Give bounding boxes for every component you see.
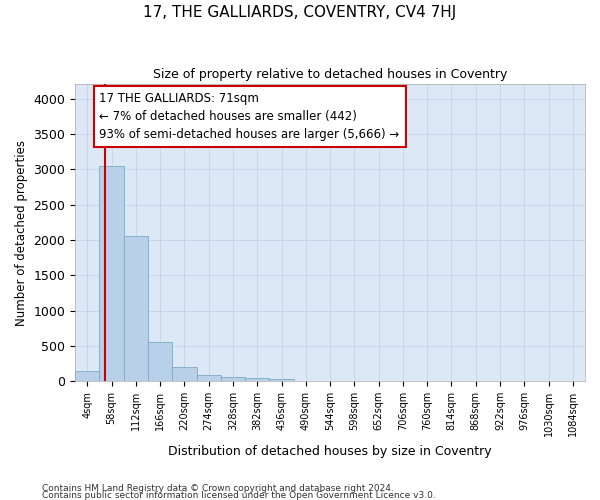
Bar <box>100 166 124 381</box>
Y-axis label: Number of detached properties: Number of detached properties <box>15 140 28 326</box>
Text: Contains public sector information licensed under the Open Government Licence v3: Contains public sector information licen… <box>42 492 436 500</box>
X-axis label: Distribution of detached houses by size in Coventry: Distribution of detached houses by size … <box>168 444 492 458</box>
Bar <box>148 342 172 381</box>
Title: Size of property relative to detached houses in Coventry: Size of property relative to detached ho… <box>153 68 507 80</box>
Bar <box>269 378 293 381</box>
Text: Contains HM Land Registry data © Crown copyright and database right 2024.: Contains HM Land Registry data © Crown c… <box>42 484 394 493</box>
Text: 17 THE GALLIARDS: 71sqm
← 7% of detached houses are smaller (442)
93% of semi-de: 17 THE GALLIARDS: 71sqm ← 7% of detached… <box>100 92 400 140</box>
Bar <box>172 367 197 381</box>
Bar <box>245 378 269 381</box>
Bar <box>197 375 221 381</box>
Bar <box>124 236 148 381</box>
Bar <box>75 372 100 381</box>
Bar <box>221 377 245 381</box>
Text: 17, THE GALLIARDS, COVENTRY, CV4 7HJ: 17, THE GALLIARDS, COVENTRY, CV4 7HJ <box>143 5 457 20</box>
